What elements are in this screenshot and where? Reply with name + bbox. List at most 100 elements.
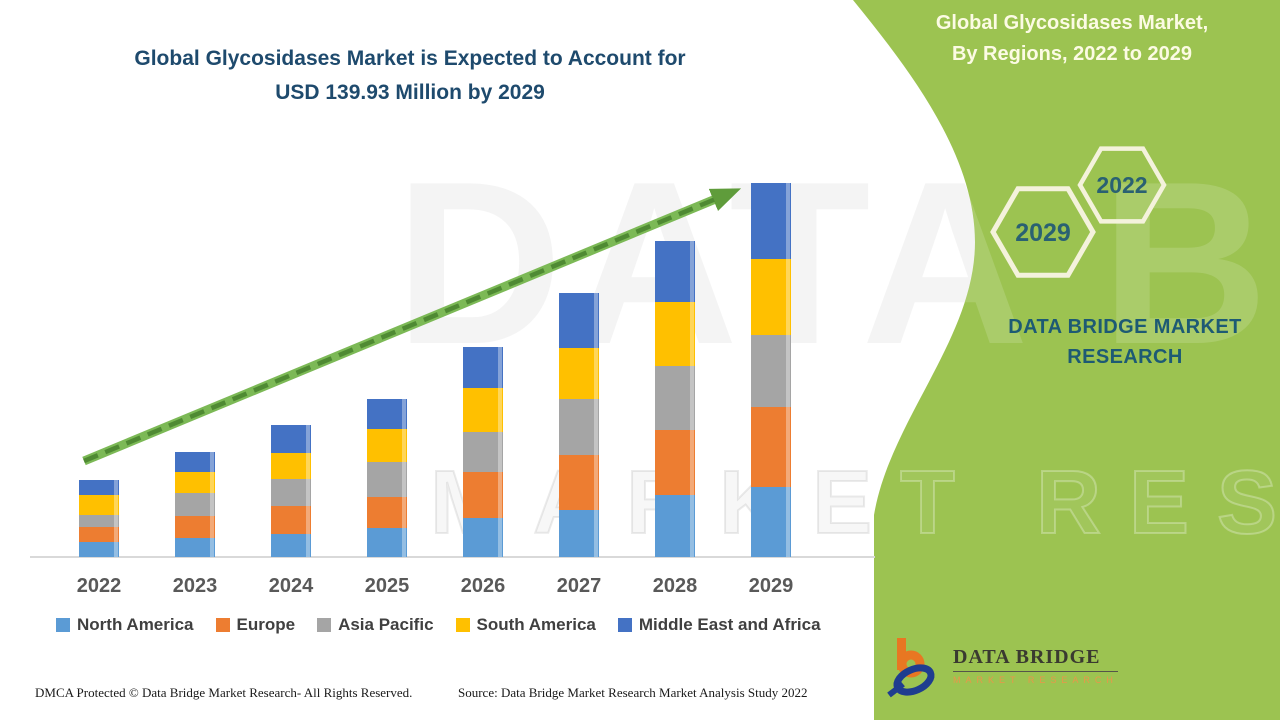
bar-segment-2024-middle-east-and-africa [271,425,311,454]
x-axis-label-2027: 2027 [556,575,602,597]
side-panel-title-line2: By Regions, 2022 to 2029 [951,43,1193,65]
hexagon-2029-label: 2029 [1015,219,1071,247]
bar-segment-2023-asia-pacific [175,493,215,517]
legend-label: Middle East and Africa [638,615,821,634]
bar-segment-2024-europe [271,506,311,534]
x-axis-label-2028: 2028 [652,575,698,597]
bar-highlight-edge [594,292,598,557]
databridge-logo-icon [887,638,935,698]
bar-2022 [79,479,119,557]
bar-segment-2027-south-america [559,347,599,399]
legend-item-europe: Europe [215,615,296,635]
bar-segment-2025-asia-pacific [367,461,407,497]
side-panel-title-line1: Global Glycosidases Market, [935,12,1209,34]
bar-highlight-edge [306,425,310,557]
legend-item-south-america: South America [455,615,596,635]
legend-swatch-icon [215,618,230,632]
legend-label: South America [476,615,596,634]
legend-label: Europe [236,615,296,634]
bar-segment-2028-europe [655,430,695,496]
side-panel-shape [853,0,1280,720]
bar-segment-2027-north-america [559,510,599,557]
legend-label: Asia Pacific [338,615,434,634]
bar-2024 [271,425,311,557]
bar-highlight-edge [690,240,694,557]
x-axis-line [30,556,875,558]
bar-segment-2026-middle-east-and-africa [463,346,503,388]
bar-segment-2029-north-america [751,487,791,557]
brand-text-line2: RESEARCH [1067,346,1183,368]
x-axis-label-2026: 2026 [460,575,506,597]
brand-text-line1: DATA BRIDGE MARKET [1008,316,1242,338]
bar-segment-2024-south-america [271,453,311,480]
bar-2026 [463,346,503,557]
bar-segment-2024-asia-pacific [271,479,311,507]
bar-highlight-edge [498,346,502,557]
x-axis-label-2024: 2024 [268,575,314,597]
legend-item-middle-east-and-africa: Middle East and Africa [617,615,821,635]
legend-item-north-america: North America [56,615,194,635]
bar-2028 [655,240,695,557]
logo-d-tail [887,681,905,698]
bar-2029 [751,183,791,557]
legend-item-asia-pacific: Asia Pacific [317,615,434,635]
x-axis-label-2022: 2022 [76,575,122,597]
logo-title: DATA BRIDGE [953,646,1118,672]
bar-segment-2022-south-america [79,494,119,515]
bar-segment-2028-asia-pacific [655,365,695,431]
bar-segment-2028-south-america [655,302,695,366]
brand-text: DATA BRIDGE MARKET RESEARCH [930,312,1280,372]
hexagon-2022-label: 2022 [1096,172,1147,198]
stacked-bar-chart: 2022 2023 2024 2025 2026 2027 2028 2029 [30,183,875,597]
bar-segment-2023-south-america [175,471,215,494]
logo-text-block: DATA BRIDGE MARKET RESEARCH [953,636,1118,685]
bar-segment-2028-north-america [655,495,695,557]
legend-swatch-icon [617,618,632,632]
bar-highlight-edge [210,451,214,557]
bar-2027 [559,292,599,557]
legend-label: North America [77,615,194,634]
x-axis-label-2029: 2029 [748,575,794,597]
databridge-logo: DATA BRIDGE MARKET RESEARCH [885,636,1118,698]
bar-segment-2029-asia-pacific [751,334,791,408]
bar-segment-2022-europe [79,527,119,542]
bar-segment-2027-middle-east-and-africa [559,292,599,348]
bar-segment-2029-middle-east-and-africa [751,183,791,259]
bar-segment-2028-middle-east-and-africa [655,240,695,303]
x-axis-label-2025: 2025 [364,575,410,597]
side-panel-green-area [853,0,1280,720]
bar-segment-2027-asia-pacific [559,398,599,455]
logo-b-stem [897,638,906,670]
bar-segment-2026-asia-pacific [463,431,503,472]
bar-segment-2027-europe [559,454,599,510]
bar-2025 [367,399,407,557]
bar-segment-2026-europe [463,472,503,518]
bar-segment-2023-north-america [175,538,215,557]
bar-segment-2026-south-america [463,387,503,432]
bar-segment-2023-europe [175,516,215,538]
bar-segment-2022-middle-east-and-africa [79,479,119,495]
bar-highlight-edge [114,479,118,557]
footer-source-text: Source: Data Bridge Market Research Mark… [458,685,808,700]
bar-2023 [175,451,215,557]
bar-segment-2026-north-america [463,518,503,557]
bar-segment-2029-south-america [751,258,791,335]
bar-highlight-edge [786,183,790,557]
x-axis-label-2023: 2023 [172,575,218,597]
bar-segment-2025-north-america [367,527,407,557]
chart-title-line1: Global Glycosidases Market is Expected t… [134,47,686,70]
legend-swatch-icon [56,618,70,632]
footer-dmca-text: DMCA Protected © Data Bridge Market Rese… [35,685,413,700]
legend-swatch-icon [317,618,332,632]
bar-segment-2029-europe [751,407,791,488]
legend-swatch-icon [455,618,470,632]
bar-highlight-edge [402,399,406,557]
chart-title-line2: USD 139.93 Million by 2029 [275,80,545,104]
side-panel-title: Global Glycosidases Market, By Regions, … [872,8,1272,70]
hexagon-2029 [990,186,1096,278]
bar-segment-2022-asia-pacific [79,514,119,528]
bar-segment-2024-north-america [271,533,311,557]
bar-segment-2025-europe [367,496,407,528]
chart-title: Global Glycosidases Market is Expected t… [60,42,760,109]
logo-subtitle: MARKET RESEARCH [953,675,1118,685]
